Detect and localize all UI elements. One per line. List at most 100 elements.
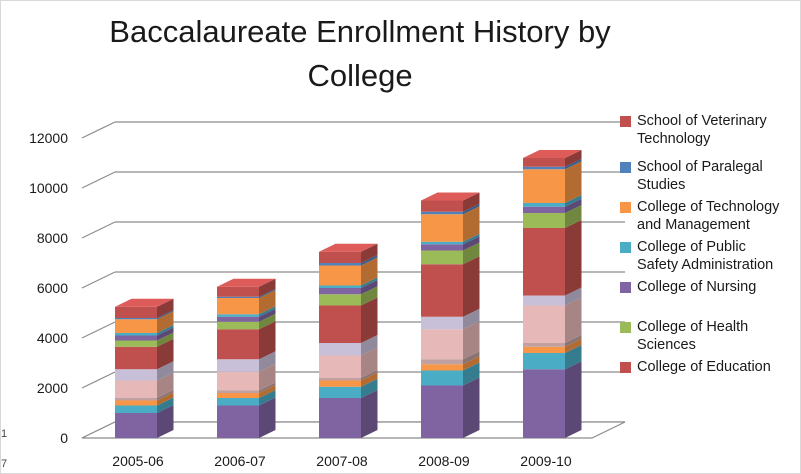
bar-side: [565, 150, 582, 167]
bar-side: [361, 280, 378, 295]
bar-segment: [523, 346, 565, 353]
bar-segment: [319, 305, 361, 343]
bar-side: [565, 161, 582, 203]
bar-side: [463, 256, 480, 317]
edge-mark: 1: [1, 428, 8, 440]
bar-segment: [523, 158, 565, 167]
bar-side: [565, 287, 582, 306]
x-tick-label: 2007-08: [316, 453, 368, 469]
legend-label: School of Paralegal Studies: [637, 159, 763, 193]
legend-label: College of Technology and Management: [637, 199, 780, 233]
bar-top: [115, 298, 174, 307]
y-tick-label: 4000: [37, 330, 68, 346]
bar-segment: [421, 241, 463, 245]
bar-segment: [115, 333, 157, 336]
legend-label: College of Health Sciences: [637, 319, 749, 353]
bar-segment: [421, 329, 463, 360]
bar-side: [463, 203, 480, 215]
y-tick-label: 8000: [37, 230, 68, 246]
legend-swatch: [620, 322, 631, 333]
bar-segment: [217, 329, 259, 360]
legend-label: College of Public Safety Administration: [637, 239, 774, 273]
bar-segment: [523, 295, 565, 306]
bar-side: [361, 372, 378, 387]
bar-side: [565, 220, 582, 296]
bar-side: [565, 345, 582, 370]
x-tick-label: 2009-10: [520, 453, 572, 469]
bar-segment: [115, 405, 157, 413]
bar-segment: [523, 166, 565, 170]
y-tick-label: 0: [60, 430, 68, 446]
gridline-side: [81, 321, 116, 339]
y-tick-label: 2000: [37, 380, 68, 396]
bar-top: [319, 243, 378, 252]
bar-side: [463, 236, 480, 251]
legend-label: College of Education: [637, 359, 771, 375]
legend-label: College of Nursing: [637, 279, 757, 295]
bar-segment: [421, 385, 463, 438]
bar-side: [361, 277, 378, 288]
bar-side: [259, 288, 276, 298]
bar-segment: [319, 398, 361, 438]
bar-segment: [421, 370, 463, 386]
bar-side: [157, 361, 174, 381]
bar-segment: [319, 288, 361, 295]
y-tick-label: 6000: [37, 280, 68, 296]
bar-side: [259, 382, 276, 393]
x-tick-label: 2006-07: [214, 453, 266, 469]
bar-side: [463, 242, 480, 265]
bar-side: [565, 338, 582, 353]
bar-side: [463, 233, 480, 245]
bar-segment: [421, 214, 463, 242]
bar-side: [463, 351, 480, 365]
bar-top: [421, 192, 480, 201]
legend-swatch: [620, 162, 631, 173]
bar-side: [157, 325, 174, 336]
bar-top: [523, 150, 582, 158]
bar-side: [259, 290, 276, 315]
bar-top: [217, 278, 276, 287]
bar-segment: [217, 393, 259, 398]
bar-segment: [115, 398, 157, 401]
bar-segment: [421, 244, 463, 251]
bar-segment: [115, 413, 157, 438]
bar-segment: [217, 298, 259, 315]
bar-side: [259, 306, 276, 317]
bar-side: [157, 338, 174, 370]
bar-side: [259, 351, 276, 372]
bar-side: [259, 363, 276, 391]
gridline-side: [81, 221, 116, 239]
bar-segment: [319, 378, 361, 381]
bar-segment: [523, 206, 565, 213]
bar-segment: [319, 294, 361, 306]
bar-side: [361, 297, 378, 343]
bar-segment: [217, 286, 259, 297]
gridline-side: [81, 171, 116, 189]
bar-segment: [319, 355, 361, 378]
bar-side: [259, 385, 276, 398]
bar-segment: [421, 200, 463, 212]
legend-label: School of Veterinary Technology: [637, 113, 767, 147]
bar-segment: [319, 251, 361, 263]
bar-side: [565, 158, 582, 170]
bar-segment: [523, 169, 565, 203]
bar-segment: [319, 265, 361, 286]
bar-side: [157, 327, 174, 341]
bar-side: [463, 377, 480, 438]
bar-side: [361, 257, 378, 286]
bar-segment: [115, 335, 157, 341]
bar-side: [361, 286, 378, 306]
bar-segment: [217, 371, 259, 391]
bar-side: [361, 347, 378, 378]
bar-segment: [319, 263, 361, 266]
bar-segment: [217, 296, 259, 298]
y-tick-label: 12000: [29, 130, 68, 146]
bar-segment: [115, 319, 157, 333]
y-tick-label: 10000: [29, 180, 68, 196]
chart-title: Baccalaureate Enrollment History by Coll…: [109, 14, 611, 93]
bar-side: [565, 205, 582, 228]
bar-segment: [523, 343, 565, 347]
bar-side: [565, 297, 582, 343]
bar-segment: [523, 213, 565, 228]
